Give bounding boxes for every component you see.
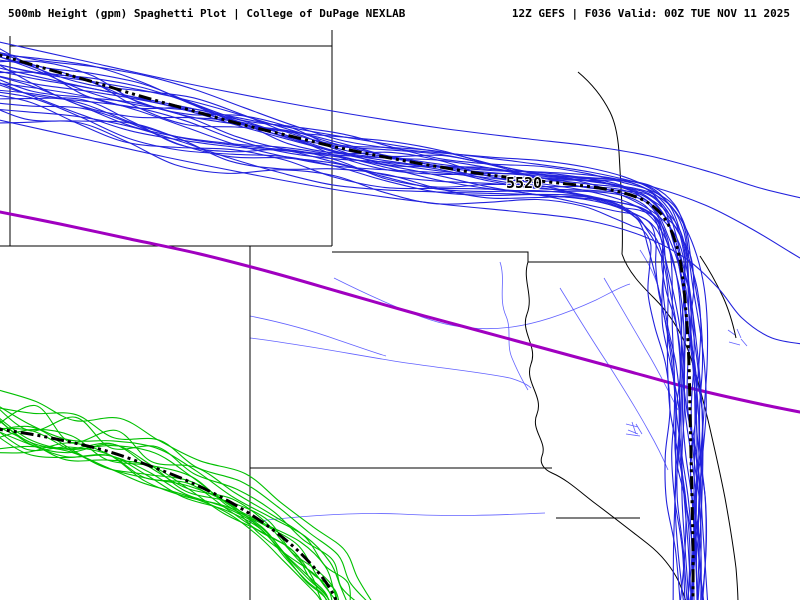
ensemble-member	[0, 60, 705, 600]
river	[559, 287, 669, 471]
ensemble-member	[0, 437, 327, 600]
ensemble-member	[0, 79, 697, 600]
ensemble-member	[0, 59, 700, 600]
ensemble-member	[0, 109, 677, 600]
ensemble-member	[0, 64, 701, 600]
ensemble-member	[0, 409, 356, 600]
state-border	[524, 261, 687, 600]
river	[333, 277, 631, 330]
ensemble-member	[0, 94, 686, 600]
ensemble-member	[0, 97, 693, 600]
state-borders-layer	[0, 30, 739, 600]
ensemble-member	[0, 389, 372, 600]
ensemble-mean-line	[0, 427, 338, 600]
ensemble-member	[0, 431, 330, 600]
plot-title: 500mb Height (gpm) Spaghetti Plot | Coll…	[8, 7, 406, 20]
title-bar: 500mb Height (gpm) Spaghetti Plot | Coll…	[0, 0, 800, 27]
ensemble-band-green	[0, 389, 372, 600]
ensemble-member	[0, 89, 691, 600]
ensemble-member	[0, 84, 696, 600]
ensemble-member	[0, 64, 704, 600]
ensemble-member	[0, 417, 338, 600]
ensemble-member	[0, 406, 347, 600]
river	[249, 512, 546, 523]
river	[249, 337, 532, 389]
state-border	[577, 71, 739, 600]
ensemble-member	[0, 70, 696, 600]
ensemble-member-outlier	[0, 119, 800, 345]
ensemble-member	[0, 419, 340, 600]
river	[499, 261, 529, 391]
ensemble-member	[0, 428, 337, 600]
ensemble-member-outlier	[0, 41, 800, 199]
ensemble-member	[0, 48, 708, 600]
ensemble-member	[0, 76, 690, 600]
ensemble-band-5520-blue: 5520	[0, 41, 800, 600]
ensemble-member	[0, 52, 709, 600]
ensemble-member	[0, 431, 330, 600]
state-border	[332, 251, 692, 263]
ensemble-member	[0, 120, 681, 600]
river	[625, 421, 643, 437]
ensemble-mean-line	[0, 53, 695, 600]
river	[249, 315, 387, 357]
contour-value-label: 5520	[506, 174, 542, 192]
ensemble-member	[0, 442, 328, 600]
river	[727, 328, 748, 347]
ensemble-member	[0, 404, 351, 600]
ensemble-member	[0, 102, 688, 600]
model-run-info: 12Z GEFS | F036 Valid: 00Z TUE NOV 11 20…	[511, 7, 790, 20]
state-border	[699, 255, 737, 339]
ensemble-member	[0, 83, 692, 600]
ensemble-member	[0, 425, 333, 600]
ensemble-member	[0, 52, 707, 600]
ensemble-member	[0, 407, 367, 600]
ensemble-member	[0, 445, 321, 600]
rivers-layer	[249, 249, 748, 523]
ensemble-member-outlier	[0, 67, 800, 259]
